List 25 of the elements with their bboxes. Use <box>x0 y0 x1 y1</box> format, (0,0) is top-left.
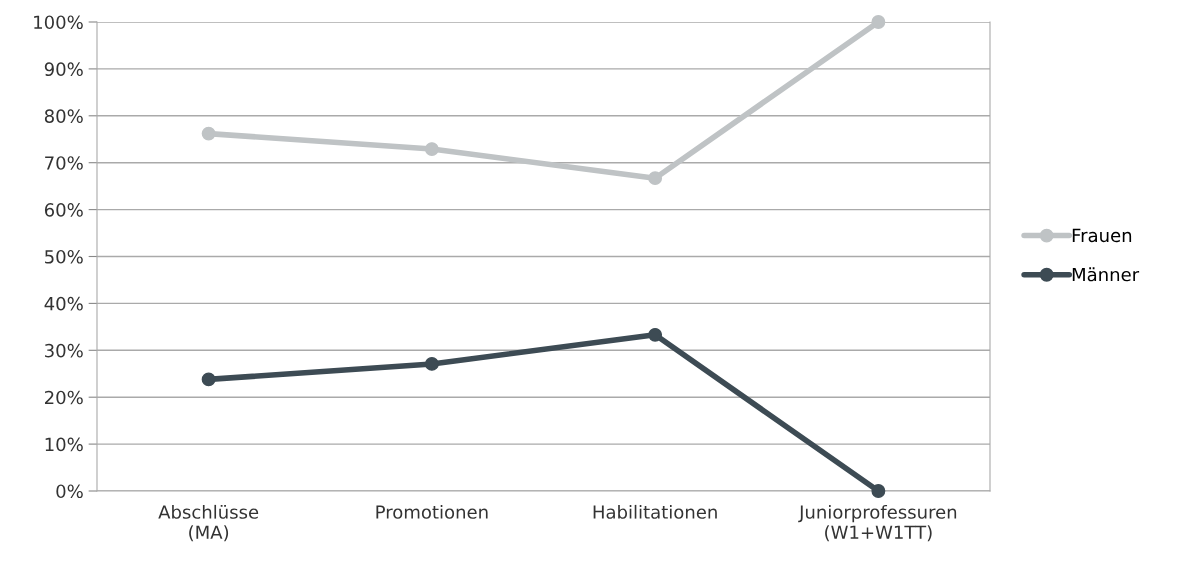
y-tick-label: 70% <box>45 156 83 170</box>
y-tick-label: 30% <box>45 343 83 358</box>
legend-label: Frauen <box>1072 228 1132 243</box>
y-tick-label: 90% <box>44 62 83 77</box>
y-tick-label: 50% <box>45 249 83 264</box>
point <box>424 356 439 371</box>
y-tick-label: 10% <box>45 437 83 452</box>
y-tick-label: 60% <box>44 203 83 217</box>
y-tick-label: 100% <box>34 15 83 30</box>
y-tick-label: 20% <box>45 390 83 405</box>
y-tick-label: 40% <box>44 296 83 311</box>
x-tick-label: Abschlüsse (MA) <box>158 504 259 542</box>
point <box>871 484 886 498</box>
x-tick-label: Juniorprofessuren (W1+W1TT) <box>798 504 957 542</box>
point <box>201 126 216 141</box>
point <box>648 171 663 186</box>
point <box>871 15 886 29</box>
point <box>648 327 663 342</box>
x-tick-label: Promotionen <box>376 504 488 519</box>
point <box>424 142 439 157</box>
point <box>201 372 216 387</box>
x-tick-label: Habilitationen <box>593 504 717 519</box>
y-tick-label: 0% <box>56 484 83 499</box>
legend-label: Männer <box>1072 267 1140 282</box>
y-tick-label: 80% <box>44 109 83 123</box>
